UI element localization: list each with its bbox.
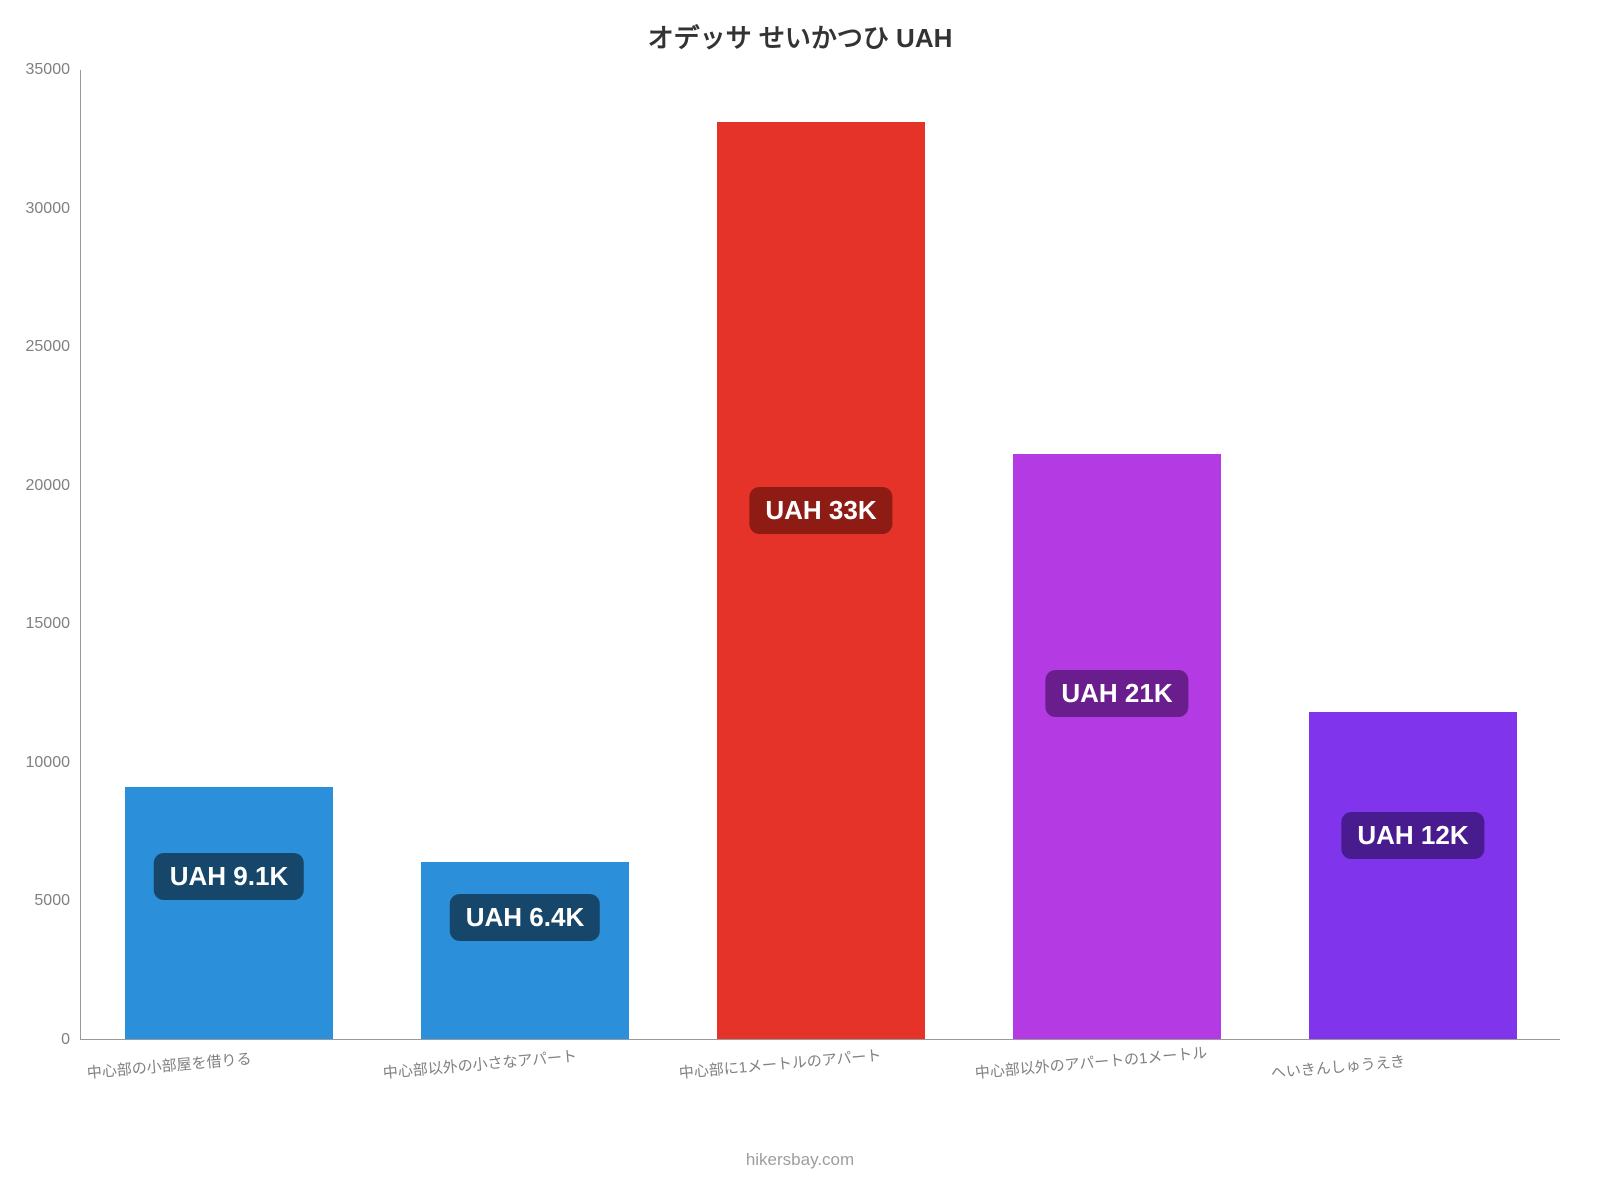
y-tick-label: 15000: [0, 615, 70, 633]
chart-container: オデッサ せいかつひ UAH UAH 9.1KUAH 6.4KUAH 33KUA…: [0, 0, 1600, 1200]
attribution-text: hikersbay.com: [0, 1150, 1600, 1170]
plot-area: UAH 9.1K UAH 6.4K UAH 33K UAH 21K UAH 12K: [80, 70, 1560, 1040]
value-badge: UAH 6.4K: [450, 894, 600, 941]
chart-title: オデッサ せいかつひ UAH: [0, 18, 1600, 55]
y-tick-label: 35000: [0, 61, 70, 79]
x-tick-label: 中心部以外の小さなアパート: [382, 1045, 578, 1083]
y-tick-label: 10000: [0, 754, 70, 772]
x-tick-label: へいきんしゅうえき: [1270, 1050, 1406, 1083]
value-badge: UAH 33K: [749, 487, 892, 534]
bar: [421, 862, 628, 1039]
value-badge: UAH 12K: [1341, 812, 1484, 859]
bar: [125, 787, 332, 1039]
value-badge: UAH 21K: [1045, 670, 1188, 717]
x-tick-label: 中心部以外のアパートの1メートル: [974, 1042, 1208, 1083]
bar: [717, 122, 924, 1039]
bar: [1013, 454, 1220, 1039]
x-tick-label: 中心部の小部屋を借りる: [86, 1048, 252, 1083]
y-tick-label: 20000: [0, 477, 70, 495]
y-tick-label: 25000: [0, 338, 70, 356]
y-tick-label: 0: [0, 1031, 70, 1049]
value-badge: UAH 9.1K: [154, 853, 304, 900]
bar: [1309, 712, 1516, 1039]
y-tick-label: 30000: [0, 200, 70, 218]
y-tick-label: 5000: [0, 892, 70, 910]
x-tick-label: 中心部に1メートルのアパート: [678, 1044, 882, 1083]
